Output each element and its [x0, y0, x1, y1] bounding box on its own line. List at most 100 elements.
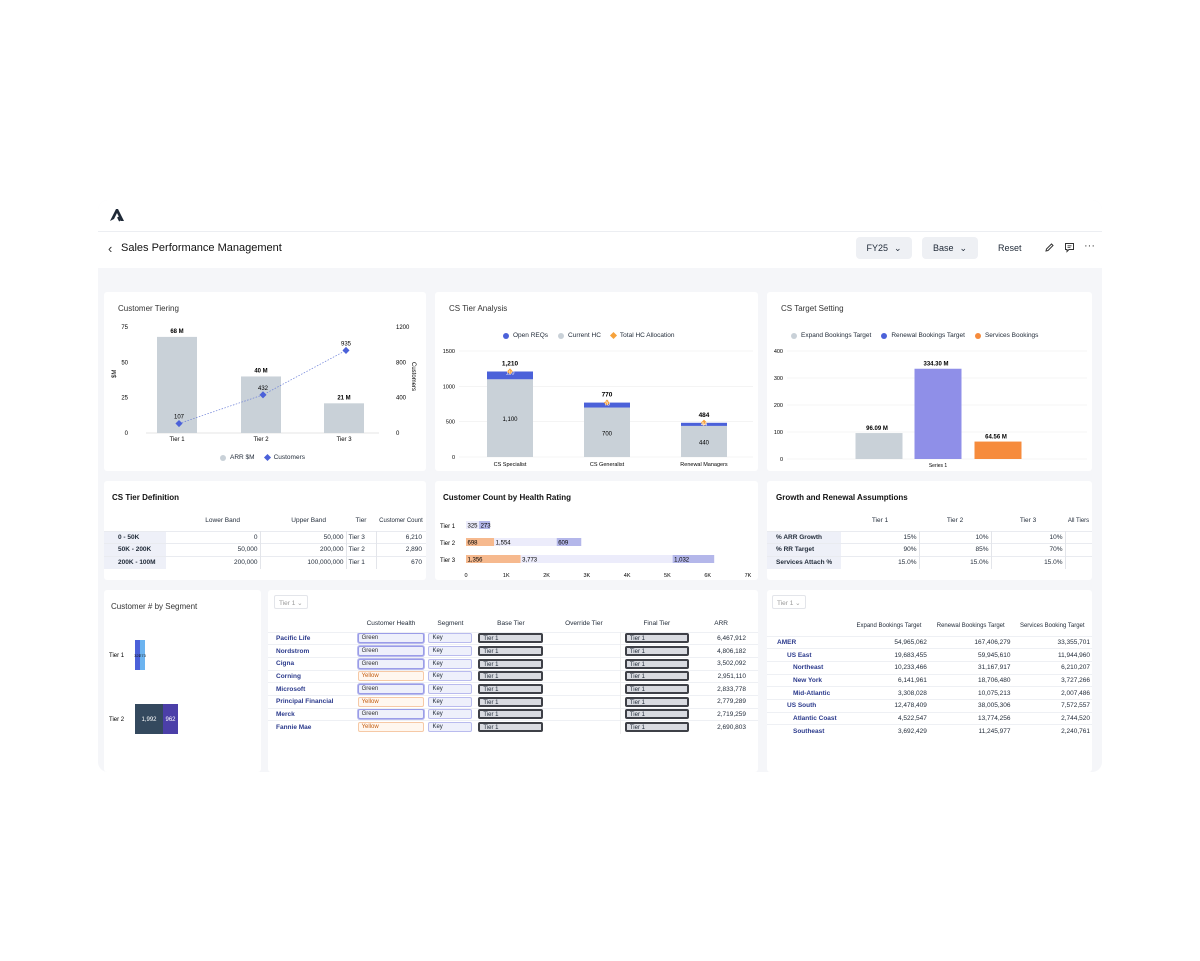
table-cell[interactable]: Tier 2: [346, 543, 377, 556]
table-cell[interactable]: [1065, 555, 1092, 569]
table-cell[interactable]: Tier 1: [620, 644, 694, 658]
table-cell[interactable]: 6,467,912: [693, 631, 758, 645]
health-pill[interactable]: Yellow: [357, 722, 425, 733]
table-cell[interactable]: Key: [426, 720, 475, 734]
back-icon[interactable]: ‹: [108, 241, 113, 256]
table-cell[interactable]: Yellow: [355, 694, 427, 709]
more-icon[interactable]: ···: [1084, 240, 1095, 252]
tier-pill[interactable]: Tier 1: [478, 633, 544, 644]
tier-pill[interactable]: Tier 1: [478, 684, 544, 695]
table-cell[interactable]: 2,890: [376, 543, 426, 556]
health-pill[interactable]: Yellow: [357, 696, 425, 707]
table-cell[interactable]: Tier 1: [620, 694, 694, 709]
table-cell[interactable]: 11,245,977: [928, 724, 1013, 738]
table-cell[interactable]: Key: [426, 694, 475, 709]
tier-pill[interactable]: Tier 1: [624, 722, 690, 733]
health-pill[interactable]: Green: [357, 684, 425, 695]
segment-pill[interactable]: Key: [428, 722, 473, 733]
table-cell[interactable]: 15%: [841, 530, 920, 544]
table-cell[interactable]: 200,000: [260, 543, 347, 556]
segment-pill[interactable]: Key: [428, 658, 473, 669]
table-cell[interactable]: Green: [355, 682, 427, 696]
table-cell[interactable]: Key: [426, 631, 475, 645]
reset-button[interactable]: Reset: [998, 243, 1022, 253]
table-cell[interactable]: 33,355,701: [1012, 635, 1092, 649]
table-cell[interactable]: 15.0%: [919, 555, 992, 569]
table-cell[interactable]: [547, 720, 621, 734]
table-cell[interactable]: 2,744,520: [1012, 711, 1092, 725]
table-cell[interactable]: 11,944,960: [1012, 648, 1092, 662]
comment-icon[interactable]: [1064, 242, 1075, 253]
tier-pill[interactable]: Tier 1: [478, 696, 544, 707]
table-cell[interactable]: 15.0%: [991, 555, 1066, 569]
table-cell[interactable]: 70%: [991, 543, 1066, 556]
table-cell[interactable]: Tier 1: [620, 656, 694, 671]
table-cell[interactable]: 50,000: [166, 543, 261, 556]
tier-pill[interactable]: Tier 1: [624, 684, 690, 695]
tier-pill[interactable]: Tier 1: [478, 709, 544, 720]
table-cell[interactable]: Green: [355, 707, 427, 721]
tier-pill[interactable]: Tier 1: [624, 709, 690, 720]
table-cell[interactable]: 38,005,306: [928, 698, 1013, 713]
tier-pill[interactable]: Tier 1: [478, 658, 544, 669]
table-cell[interactable]: Tier 1: [620, 682, 694, 696]
table-cell[interactable]: 10%: [919, 530, 992, 544]
scenario-select[interactable]: Base ⌄: [922, 237, 978, 259]
table-cell[interactable]: 2,779,289: [693, 694, 758, 709]
table-cell[interactable]: 15.0%: [841, 555, 920, 569]
table-cell[interactable]: Tier 1: [474, 682, 548, 696]
table-cell[interactable]: Yellow: [355, 720, 427, 734]
table-cell[interactable]: [547, 694, 621, 709]
table-cell[interactable]: Tier 1: [620, 707, 694, 721]
segment-pill[interactable]: Key: [428, 646, 473, 657]
health-pill[interactable]: Green: [357, 646, 425, 657]
tier-pill[interactable]: Tier 1: [478, 722, 544, 733]
table-cell[interactable]: Tier 1: [346, 555, 377, 569]
tier-filter-select[interactable]: Tier 1 ⌄: [274, 595, 308, 609]
table-cell[interactable]: [547, 631, 621, 645]
table-cell[interactable]: Tier 1: [474, 631, 548, 645]
table-cell[interactable]: 3,502,092: [693, 656, 758, 671]
table-cell[interactable]: 59,945,610: [928, 648, 1013, 662]
table-cell[interactable]: Key: [426, 707, 475, 721]
table-cell[interactable]: 18,706,480: [928, 673, 1013, 687]
table-cell[interactable]: 4,522,547: [849, 711, 929, 725]
health-pill[interactable]: Green: [357, 633, 425, 644]
table-cell[interactable]: 3,727,266: [1012, 673, 1092, 687]
table-cell[interactable]: 6,141,961: [849, 673, 929, 687]
table-cell[interactable]: 670: [376, 555, 426, 569]
table-cell[interactable]: 2,951,110: [693, 669, 758, 683]
table-cell[interactable]: Tier 1: [474, 669, 548, 683]
table-cell[interactable]: 0: [166, 530, 261, 544]
table-cell[interactable]: Key: [426, 682, 475, 696]
table-cell[interactable]: Green: [355, 631, 427, 645]
table-cell[interactable]: 13,774,256: [928, 711, 1013, 725]
tier-pill[interactable]: Tier 1: [478, 671, 544, 682]
table-cell[interactable]: 10%: [991, 530, 1066, 544]
table-cell[interactable]: Tier 1: [620, 720, 694, 734]
table-cell[interactable]: 200,000: [166, 555, 261, 569]
table-cell[interactable]: Tier 3: [346, 530, 377, 544]
table-cell[interactable]: Green: [355, 644, 427, 658]
tier-pill[interactable]: Tier 1: [478, 646, 544, 657]
table-cell[interactable]: 10,233,466: [849, 660, 929, 675]
table-cell[interactable]: Green: [355, 656, 427, 671]
table-cell[interactable]: 50,000: [260, 530, 347, 544]
table-cell[interactable]: [547, 707, 621, 721]
table-cell[interactable]: 2,690,803: [693, 720, 758, 734]
tier-pill[interactable]: Tier 1: [624, 646, 690, 657]
table-cell[interactable]: 4,806,182: [693, 644, 758, 658]
table-cell[interactable]: [1065, 530, 1092, 544]
table-cell[interactable]: [547, 644, 621, 658]
table-cell[interactable]: 167,406,279: [928, 635, 1013, 649]
table-cell[interactable]: 6,210,207: [1012, 660, 1092, 675]
segment-pill[interactable]: Key: [428, 633, 473, 644]
table-cell[interactable]: 3,308,028: [849, 686, 929, 700]
table-cell[interactable]: Key: [426, 669, 475, 683]
segment-pill[interactable]: Key: [428, 709, 473, 720]
table-cell[interactable]: Tier 1: [474, 694, 548, 709]
segment-pill[interactable]: Key: [428, 671, 473, 682]
edit-icon[interactable]: [1044, 242, 1055, 253]
table-cell[interactable]: Tier 1: [474, 720, 548, 734]
table-cell[interactable]: [547, 682, 621, 696]
